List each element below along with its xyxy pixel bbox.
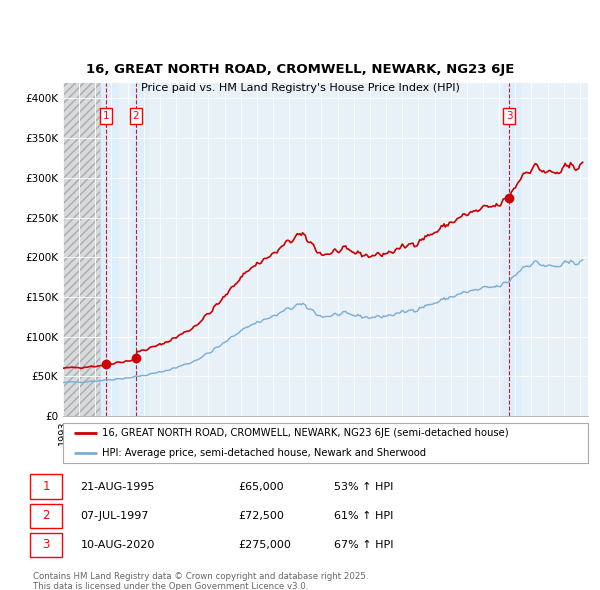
Text: 67% ↑ HPI: 67% ↑ HPI	[334, 540, 394, 550]
Text: 2: 2	[42, 509, 50, 522]
Text: 07-JUL-1997: 07-JUL-1997	[80, 511, 149, 521]
Text: 1: 1	[103, 111, 109, 121]
Text: 61% ↑ HPI: 61% ↑ HPI	[334, 511, 394, 521]
Text: 1: 1	[42, 480, 50, 493]
Text: £65,000: £65,000	[238, 481, 284, 491]
Text: 16, GREAT NORTH ROAD, CROMWELL, NEWARK, NG23 6JE (semi-detached house): 16, GREAT NORTH ROAD, CROMWELL, NEWARK, …	[103, 428, 509, 438]
Text: 16, GREAT NORTH ROAD, CROMWELL, NEWARK, NG23 6JE: 16, GREAT NORTH ROAD, CROMWELL, NEWARK, …	[86, 63, 514, 76]
FancyBboxPatch shape	[29, 504, 62, 528]
Text: Contains HM Land Registry data © Crown copyright and database right 2025.: Contains HM Land Registry data © Crown c…	[33, 572, 368, 581]
Text: 10-AUG-2020: 10-AUG-2020	[80, 540, 155, 550]
Bar	[63, 83, 100, 416]
Text: 53% ↑ HPI: 53% ↑ HPI	[334, 481, 394, 491]
Text: £72,500: £72,500	[238, 511, 284, 521]
Bar	[131, 83, 148, 416]
Bar	[504, 83, 520, 416]
Text: HPI: Average price, semi-detached house, Newark and Sherwood: HPI: Average price, semi-detached house,…	[103, 448, 427, 458]
Text: 3: 3	[506, 111, 512, 121]
Bar	[101, 83, 117, 416]
FancyBboxPatch shape	[29, 533, 62, 557]
Text: £275,000: £275,000	[238, 540, 291, 550]
Text: 3: 3	[43, 539, 50, 552]
Text: 2: 2	[133, 111, 139, 121]
Bar	[63, 83, 100, 416]
Text: This data is licensed under the Open Government Licence v3.0.: This data is licensed under the Open Gov…	[33, 582, 308, 590]
FancyBboxPatch shape	[29, 474, 62, 499]
Text: Price paid vs. HM Land Registry's House Price Index (HPI): Price paid vs. HM Land Registry's House …	[140, 83, 460, 93]
Text: 21-AUG-1995: 21-AUG-1995	[80, 481, 155, 491]
